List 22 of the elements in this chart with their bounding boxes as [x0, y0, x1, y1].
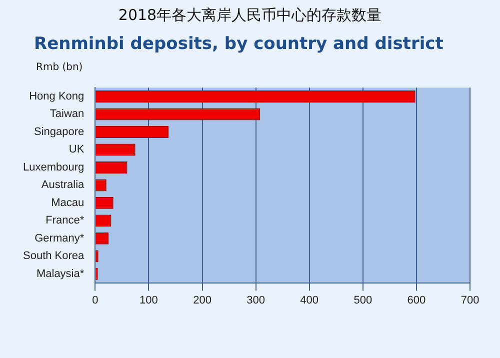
y-tick-label: Malaysia*: [36, 268, 85, 280]
chart-title: 2018年各大离岸人民币中心的存款数量: [117, 6, 383, 25]
chart-subtitle: Renminbi deposits, by country and district: [34, 34, 444, 54]
y-tick-label: Macau: [51, 196, 84, 209]
y-tick-label: Germany*: [34, 232, 85, 244]
x-tick-label: 500: [354, 294, 372, 306]
x-tick-label: 700: [460, 294, 480, 306]
y-axis-title: Rmb (bn): [36, 62, 83, 73]
x-tick-label: 100: [140, 294, 158, 306]
y-tick-label: UK: [68, 144, 85, 156]
y-tick-label: France*: [46, 214, 85, 227]
x-tick-label: 0: [92, 294, 98, 306]
y-tick-label: Luxembourg: [23, 161, 84, 174]
y-tick-label: Australia: [41, 179, 86, 192]
x-tick-label: 200: [193, 294, 212, 306]
y-tick-label: South Korea: [23, 250, 86, 262]
y-tick-label: Hong Kong: [29, 90, 84, 103]
y-tick-label: Taiwan: [50, 108, 84, 120]
x-tick-label: 300: [246, 294, 265, 306]
y-tick-label: Singapore: [34, 126, 84, 138]
x-tick-label: 400: [300, 294, 319, 306]
x-tick-label: 600: [407, 294, 426, 306]
